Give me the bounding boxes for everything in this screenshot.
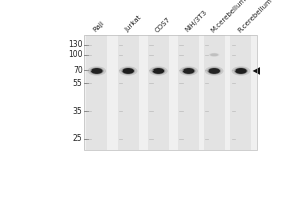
- Ellipse shape: [207, 67, 221, 74]
- Text: M.cerebellum: M.cerebellum: [210, 0, 248, 33]
- Bar: [178, 35, 199, 150]
- Ellipse shape: [149, 66, 168, 76]
- Bar: [84, 35, 257, 150]
- Ellipse shape: [88, 66, 106, 76]
- Text: 35: 35: [73, 107, 82, 116]
- Bar: [230, 35, 251, 150]
- Ellipse shape: [209, 53, 220, 57]
- Ellipse shape: [210, 53, 218, 56]
- Text: COS7: COS7: [154, 16, 172, 33]
- Ellipse shape: [122, 68, 134, 74]
- Polygon shape: [253, 67, 260, 75]
- Bar: [84, 35, 257, 150]
- Ellipse shape: [183, 68, 194, 74]
- Text: NIH/3T3: NIH/3T3: [184, 9, 208, 33]
- Bar: [204, 35, 225, 150]
- Text: 55: 55: [73, 79, 82, 88]
- Ellipse shape: [90, 67, 104, 74]
- Ellipse shape: [91, 68, 103, 74]
- Text: 100: 100: [68, 50, 83, 59]
- Ellipse shape: [205, 66, 224, 76]
- Ellipse shape: [119, 66, 137, 76]
- Ellipse shape: [235, 68, 247, 74]
- Text: Jurkat: Jurkat: [124, 15, 142, 33]
- Text: 130: 130: [68, 40, 83, 49]
- Bar: [148, 35, 169, 150]
- Ellipse shape: [234, 67, 248, 74]
- Ellipse shape: [152, 67, 165, 74]
- Text: R.cerebellum: R.cerebellum: [237, 0, 273, 33]
- Ellipse shape: [208, 68, 220, 74]
- Ellipse shape: [153, 68, 164, 74]
- Text: Raji: Raji: [92, 20, 106, 33]
- Text: 25: 25: [73, 134, 82, 143]
- Ellipse shape: [179, 66, 198, 76]
- Ellipse shape: [232, 66, 250, 76]
- Text: 70: 70: [73, 66, 82, 75]
- Ellipse shape: [182, 67, 196, 74]
- Ellipse shape: [121, 67, 135, 74]
- Bar: [118, 35, 139, 150]
- Bar: [86, 35, 107, 150]
